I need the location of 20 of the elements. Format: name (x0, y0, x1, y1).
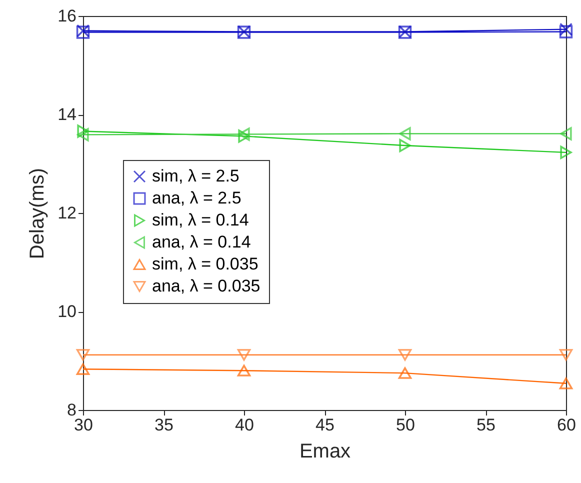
legend-label: ana, λ = 0.14 (152, 232, 251, 252)
x-tick-label: 55 (476, 416, 496, 434)
x-tick-label: 50 (396, 416, 415, 434)
legend-label: sim, λ = 0.035 (152, 254, 258, 274)
y-tick-label: 12 (58, 204, 76, 222)
legend-label: ana, λ = 0.035 (152, 276, 260, 296)
y-tick-label: 14 (58, 105, 76, 124)
y-tick-label: 10 (58, 302, 76, 321)
y-axis-title: Delay(ms) (26, 168, 49, 260)
x-tick-label: 60 (557, 416, 576, 434)
y-tick-label: 8 (67, 400, 76, 420)
x-tick-label: 40 (235, 416, 254, 434)
y-tick-label: 16 (58, 6, 76, 26)
legend-label: ana, λ = 2.5 (152, 188, 242, 208)
legend-label: sim, λ = 0.14 (152, 210, 249, 230)
x-tick-label: 30 (74, 416, 93, 434)
legend-label: sim, λ = 2.5 (152, 166, 240, 186)
x-tick-label: 45 (316, 416, 334, 434)
x-tick-label: 35 (154, 416, 174, 434)
x-axis-title: Emax (299, 440, 351, 462)
